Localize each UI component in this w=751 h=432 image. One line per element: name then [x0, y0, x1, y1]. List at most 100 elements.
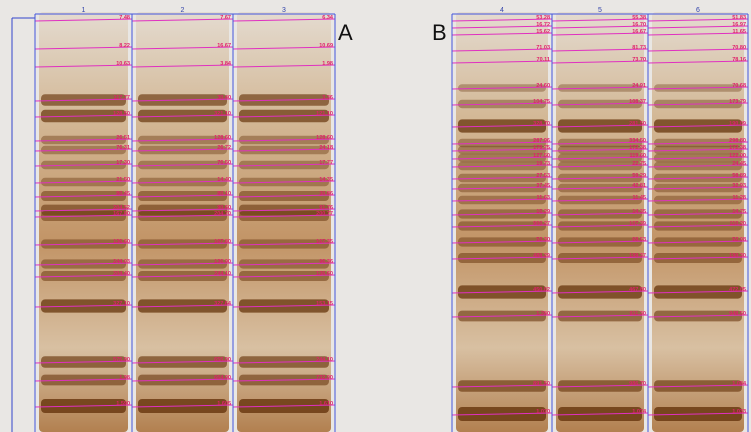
band-marker — [232, 208, 336, 212]
band-label: 575.00 — [113, 357, 130, 363]
band-label: 19.73 — [536, 161, 550, 167]
band-label: 96.36 — [319, 259, 333, 265]
band-marker — [34, 148, 133, 152]
band-marker — [451, 412, 553, 416]
band-marker — [451, 224, 553, 228]
band-marker — [647, 18, 749, 22]
lane-number: 6 — [696, 7, 700, 14]
band-marker — [34, 242, 133, 246]
lane — [556, 12, 644, 432]
band-label: 128.50 — [113, 111, 130, 117]
band-label: 200.77 — [316, 211, 333, 217]
band-label: 488.29 — [533, 253, 550, 259]
band-marker — [647, 102, 749, 106]
band-label: 655.00 — [214, 357, 231, 363]
band-label: 321.10 — [214, 111, 231, 117]
band-label: 26.72 — [217, 145, 231, 151]
band-marker — [131, 262, 234, 266]
band-label: 127.50 — [533, 153, 550, 159]
band-label: 15.62 — [536, 29, 550, 35]
band-marker — [451, 240, 553, 244]
band-marker — [647, 148, 749, 152]
band-label: 136.90 — [214, 259, 231, 265]
band-label: 179.75 — [533, 145, 550, 151]
band-label: 59.29 — [632, 173, 646, 179]
band-label: 117.77 — [113, 95, 130, 101]
band-label: 14.35 — [632, 209, 646, 215]
band-label: 51.83 — [732, 15, 746, 21]
band-label: 287.96 — [533, 138, 550, 144]
band-marker — [232, 242, 336, 246]
band-marker — [647, 48, 749, 52]
band-marker — [647, 212, 749, 216]
band-label: 244.10 — [214, 271, 231, 277]
band-marker — [647, 176, 749, 180]
band-marker — [131, 98, 234, 102]
band-label: 24.60 — [536, 83, 550, 89]
lane — [136, 12, 229, 432]
band-marker — [131, 180, 234, 184]
band-label: 281.50 — [629, 121, 646, 127]
band-marker — [232, 180, 336, 184]
band-marker — [551, 164, 649, 168]
band-marker — [551, 314, 649, 318]
band-marker — [232, 98, 336, 102]
band-label: 16.70 — [632, 22, 646, 28]
band-label: 1.605 — [217, 401, 231, 407]
band-marker — [232, 18, 336, 22]
band-marker — [451, 156, 553, 160]
band-marker — [232, 163, 336, 167]
band-marker — [451, 148, 553, 152]
band-label: 24.18 — [319, 145, 333, 151]
band-label: 26.51 — [116, 135, 130, 141]
band-label: 21.50 — [116, 177, 130, 183]
band-marker — [551, 240, 649, 244]
panel-label: B — [432, 20, 447, 45]
band-marker — [34, 64, 133, 68]
band-marker — [131, 148, 234, 152]
band-marker — [34, 360, 133, 364]
band-marker — [647, 141, 749, 145]
band-marker — [451, 18, 553, 22]
band-marker — [551, 48, 649, 52]
band-marker — [34, 262, 133, 266]
band-label: 136.60 — [316, 271, 333, 277]
panel-label: A — [338, 20, 353, 45]
band-marker — [451, 256, 553, 260]
band-marker — [551, 198, 649, 202]
band-label: 1.610 — [319, 401, 333, 407]
band-marker — [131, 64, 234, 68]
band-label: 90.60 — [217, 205, 231, 211]
band-label: 70.80 — [732, 45, 746, 51]
band-label: 80.10 — [217, 191, 231, 197]
band-label: 327.10 — [113, 301, 130, 307]
band-label: 70.11 — [537, 57, 550, 63]
band-marker — [551, 102, 649, 106]
band-marker — [451, 314, 553, 318]
band-label: 14.40 — [217, 177, 231, 183]
band-marker — [34, 214, 133, 218]
lane-number: 2 — [181, 7, 185, 14]
band-label: 17.77 — [319, 160, 333, 166]
band-marker — [232, 148, 336, 152]
band-marker — [232, 46, 336, 50]
band-marker — [551, 176, 649, 180]
band-label: 3.84 — [220, 61, 232, 67]
lane-number: 4 — [500, 7, 504, 14]
band-label: 172.38 — [729, 145, 746, 151]
band-label: 199.37 — [629, 253, 646, 259]
lane — [652, 12, 744, 432]
band-marker — [451, 32, 553, 36]
band-label: 16.67 — [632, 29, 646, 35]
band-marker — [131, 208, 234, 212]
band-marker — [647, 164, 749, 168]
band-marker — [551, 224, 649, 228]
band-marker — [34, 18, 133, 22]
band-label: 10.63 — [116, 61, 130, 67]
band-marker — [647, 412, 749, 416]
band-marker — [451, 198, 553, 202]
band-marker — [647, 60, 749, 64]
lane-number: 1 — [82, 7, 86, 14]
band-label: 244.10 — [316, 357, 333, 363]
